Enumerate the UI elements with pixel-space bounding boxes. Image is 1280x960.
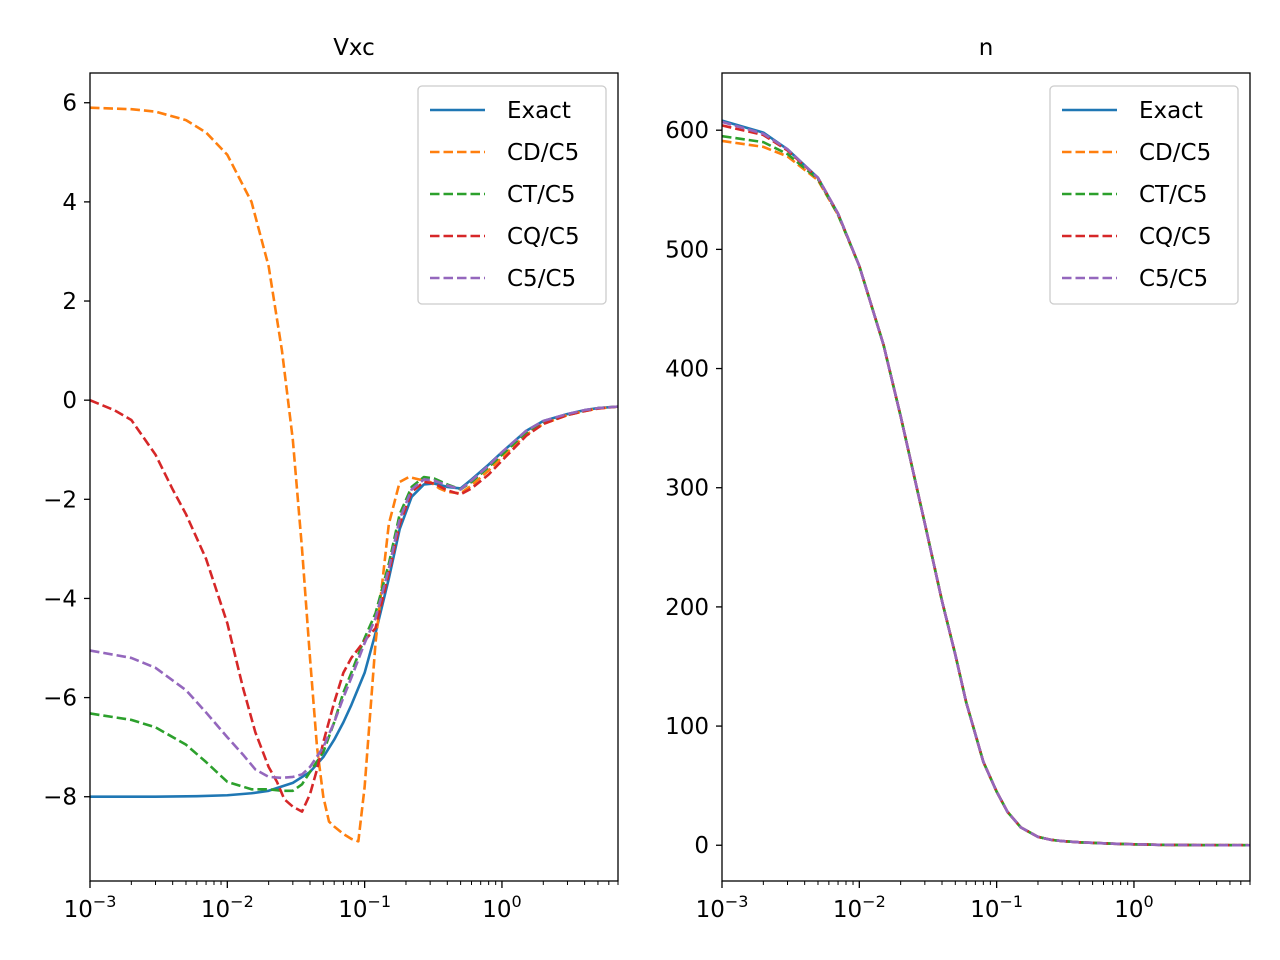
vxc-y-tick-label: −8 [43, 785, 77, 811]
density-chart-title: n [979, 35, 994, 61]
vxc-legend-label-exact: Exact [507, 98, 571, 124]
vxc-x-tick-label: 10−3 [64, 892, 117, 923]
vxc-chart-title: Vxc [333, 35, 375, 61]
density-legend-label-exact: Exact [1139, 98, 1203, 124]
vxc-y-tick-label: 0 [62, 388, 77, 414]
density-legend-label-cd-c5: CD/C5 [1139, 140, 1211, 166]
vxc-y-tick-label: −6 [43, 686, 77, 712]
density-y-tick-label: 400 [665, 357, 709, 383]
vxc-x-tick-label: 100 [482, 892, 521, 923]
density-y-tick-label: 0 [694, 833, 709, 859]
density-axes-frame [721, 72, 1251, 882]
density-x-tick-label: 10−2 [833, 892, 886, 923]
vxc-x-tick-label: 10−2 [201, 892, 254, 923]
density-legend-label-ct-c5: CT/C5 [1139, 182, 1208, 208]
density-y-tick-label: 300 [665, 476, 709, 502]
vxc-legend-label-ct-c5: CT/C5 [507, 182, 576, 208]
density-legend-box [1049, 85, 1239, 305]
density-x-tick-label: 100 [1114, 892, 1153, 923]
vxc-series-cd-c5 [90, 106, 618, 843]
vxc-legend-label-c5-c5: C5/C5 [507, 266, 576, 292]
vxc-legend-box [417, 85, 607, 305]
density-series-c5-c5 [722, 120, 1250, 847]
vxc-y-tick-label: 4 [62, 190, 77, 216]
vxc-panel: Vxc −8 −6 −4 −2 0 2 4 6 10−3 10−2 10−1 100 Exact CD/C5… [43, 35, 619, 923]
density-series-group [722, 119, 1250, 847]
vxc-y-tick-label: −4 [43, 586, 77, 612]
vxc-series-ct-c5 [90, 405, 618, 793]
vxc-legend-label-cq-c5: CQ/C5 [507, 224, 580, 250]
vxc-legend: Exact CD/C5 CT/C5 CQ/C5 C5/C5 [417, 85, 607, 305]
density-y-tick-label: 500 [665, 237, 709, 263]
density-legend: Exact CD/C5 CT/C5 CQ/C5 C5/C5 [1049, 85, 1239, 305]
vxc-y-tick-label: 6 [62, 91, 77, 117]
density-x-tick-label: 10−3 [696, 892, 749, 923]
vxc-series-c5-c5 [90, 405, 618, 780]
vxc-legend-label-cd-c5: CD/C5 [507, 140, 579, 166]
density-y-tick-label: 600 [665, 118, 709, 144]
vxc-axes-frame [89, 72, 619, 882]
vxc-series-group [90, 106, 618, 843]
density-panel: n 0 100 200 300 400 500 600 10−3 10−2 10−1 100 Exact… [665, 35, 1251, 923]
density-y-tick-label: 200 [665, 595, 709, 621]
vxc-series-cq-c5 [90, 398, 618, 813]
vxc-x-tick-label: 10−1 [338, 892, 391, 923]
density-x-tick-label: 10−1 [970, 892, 1023, 923]
density-legend-label-c5-c5: C5/C5 [1139, 266, 1208, 292]
density-y-tick-label: 100 [665, 714, 709, 740]
vxc-y-tick-label: −2 [43, 487, 77, 513]
vxc-y-tick-label: 2 [62, 289, 77, 315]
density-legend-label-cq-c5: CQ/C5 [1139, 224, 1212, 250]
